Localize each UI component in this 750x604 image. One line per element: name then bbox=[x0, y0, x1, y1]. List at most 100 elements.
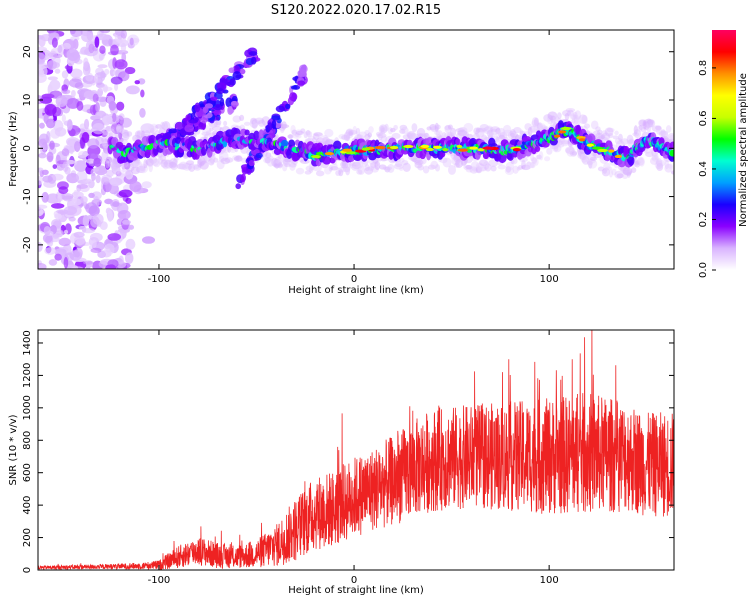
heatmap-cell bbox=[632, 132, 640, 137]
heatmap-cell bbox=[222, 140, 228, 148]
heatmap-cell bbox=[210, 155, 216, 160]
heatmap-cell bbox=[122, 131, 130, 141]
colorbar-label: Normalized spectral amplitude bbox=[738, 73, 749, 227]
heatmap-cell bbox=[380, 125, 385, 133]
heatmap-cell bbox=[611, 168, 617, 176]
heatmap-cell bbox=[88, 43, 95, 54]
heatmap-cell bbox=[105, 125, 111, 133]
heatmap-cell bbox=[161, 121, 171, 131]
heatmap-cell bbox=[95, 110, 107, 119]
heatmap-cell bbox=[382, 166, 393, 171]
heatmap-cell bbox=[313, 132, 323, 137]
heatmap-cell bbox=[78, 225, 87, 230]
heatmap-cell bbox=[322, 137, 331, 145]
heatmap-cell bbox=[73, 235, 86, 246]
heatmap-cell bbox=[434, 122, 439, 133]
heatmap-cell bbox=[341, 134, 350, 141]
heatmap-cell bbox=[220, 157, 231, 165]
snr-series-line bbox=[38, 330, 674, 570]
heatmap-cell bbox=[208, 158, 215, 166]
heatmap-cell bbox=[477, 127, 487, 133]
heatmap-cell bbox=[670, 170, 674, 175]
heatmap-cell bbox=[401, 160, 409, 166]
heatmap-cell bbox=[667, 163, 673, 169]
heatmap-cell bbox=[45, 118, 56, 129]
heatmap-cell bbox=[42, 175, 53, 183]
heatmap-cell bbox=[497, 164, 507, 170]
heatmap-cell bbox=[525, 161, 535, 169]
heatmap-cell bbox=[109, 177, 123, 187]
heatmap-cell bbox=[391, 132, 401, 140]
heatmap-cell bbox=[639, 119, 648, 126]
heatmap-cell bbox=[52, 233, 60, 239]
heatmap-cell bbox=[592, 130, 601, 137]
heatmap-cell bbox=[280, 127, 285, 134]
heatmap-cell bbox=[660, 129, 666, 138]
heatmap-cell bbox=[216, 119, 222, 126]
heatmap-cell bbox=[97, 64, 108, 69]
heatmap-cell bbox=[94, 36, 100, 48]
heatmap-cell bbox=[507, 130, 518, 140]
heatmap-cell bbox=[665, 125, 672, 133]
heatmap-cell bbox=[669, 141, 674, 150]
heatmap-cell bbox=[444, 125, 451, 131]
heatmap-cell bbox=[139, 165, 146, 172]
heatmap-cell bbox=[435, 124, 441, 130]
heatmap-cell bbox=[369, 162, 379, 168]
heatmap-cell bbox=[455, 128, 465, 133]
heatmap-cell bbox=[169, 158, 178, 168]
heatmap-cell bbox=[322, 156, 332, 165]
heatmap-cell bbox=[529, 125, 536, 133]
heatmap-cell bbox=[123, 160, 131, 170]
heatmap-cell bbox=[43, 225, 51, 236]
heatmap-cell bbox=[210, 96, 218, 101]
heatmap-cell bbox=[108, 38, 113, 46]
heatmap-cell bbox=[544, 156, 551, 162]
heatmap-cell bbox=[565, 148, 571, 154]
heatmap-cell bbox=[453, 162, 460, 168]
heatmap-cell bbox=[81, 31, 93, 43]
heatmap-cell bbox=[105, 156, 113, 164]
heatmap-cell bbox=[590, 120, 599, 130]
heatmap-cell bbox=[271, 115, 281, 121]
heatmap-cell bbox=[560, 126, 572, 131]
heatmap-cell bbox=[345, 166, 351, 176]
heatmap-cell bbox=[654, 160, 664, 170]
heatmap-cell bbox=[477, 148, 485, 152]
heatmap-cell bbox=[115, 126, 124, 133]
heatmap-cell bbox=[305, 165, 314, 172]
heatmap-cell bbox=[355, 127, 361, 136]
heatmap-cell bbox=[279, 124, 290, 129]
heatmap-cell bbox=[263, 157, 272, 164]
heatmap-cell bbox=[333, 140, 342, 150]
heatmap-cell bbox=[295, 167, 305, 175]
heatmap-cell bbox=[647, 119, 656, 128]
heatmap-cell bbox=[116, 101, 125, 111]
heatmap-cell bbox=[388, 150, 394, 160]
heatmap-cell bbox=[85, 158, 96, 164]
heatmap-cell bbox=[311, 155, 322, 159]
heatmap-cell bbox=[124, 66, 136, 75]
heatmap-cell bbox=[530, 156, 537, 164]
heatmap-cell bbox=[565, 146, 575, 155]
heatmap-cell bbox=[68, 78, 83, 88]
heatmap-cell bbox=[292, 133, 302, 139]
heatmap-cell bbox=[182, 162, 192, 171]
heatmap-cell bbox=[257, 119, 266, 127]
heatmap-cell bbox=[250, 56, 257, 65]
heatmap-cell bbox=[505, 161, 514, 171]
heatmap-cell bbox=[221, 126, 229, 131]
heatmap-cell bbox=[367, 132, 372, 138]
heatmap-cell bbox=[107, 233, 122, 241]
heatmap-cell bbox=[316, 151, 323, 156]
heatmap-cell bbox=[280, 139, 289, 147]
heatmap-cell bbox=[82, 228, 96, 234]
heatmap-cell bbox=[399, 166, 404, 171]
heatmap-cell bbox=[121, 219, 131, 225]
heatmap-cell bbox=[403, 144, 414, 149]
heatmap-cell bbox=[66, 97, 80, 109]
heatmap-cell bbox=[569, 150, 578, 157]
heatmap-cell bbox=[114, 83, 119, 91]
